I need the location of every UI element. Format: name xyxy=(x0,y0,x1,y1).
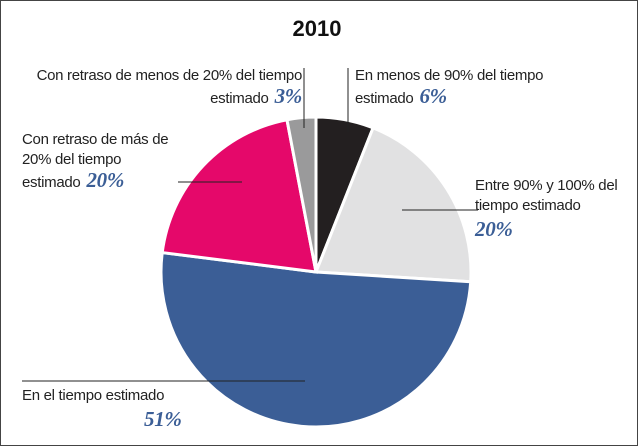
category-label: Con retraso de más de 20% del tiempo est… xyxy=(22,131,169,191)
value-label: 51% xyxy=(144,407,182,431)
category-label: En el tiempo estimado xyxy=(22,387,165,404)
slice-label: Con retraso de más de 20% del tiempo est… xyxy=(22,130,192,193)
leaders xyxy=(22,68,478,382)
value-label: 20% xyxy=(86,168,125,192)
slices xyxy=(159,115,473,429)
slice-label: En el tiempo estimado 51% xyxy=(22,386,282,432)
value-label: 20% xyxy=(475,217,513,241)
chart-title: 2010 xyxy=(293,16,342,41)
category-label: En menos de 90% del tiempo estimado xyxy=(355,67,544,107)
slice-label: Con retraso de menos de 20% del tiempo e… xyxy=(10,66,303,109)
category-label: Con retraso de menos de 20% del tiempo e… xyxy=(36,67,303,107)
slice-label: En menos de 90% del tiempo estimado 6% xyxy=(355,66,600,109)
value-label: 6% xyxy=(419,84,447,108)
category-label: Entre 90% y 100% del tiempo estimado xyxy=(475,177,618,214)
pie-slice xyxy=(285,115,318,273)
pie-slice xyxy=(160,117,318,274)
pie-slice xyxy=(159,250,473,429)
value-label: 3% xyxy=(274,84,303,108)
slice-label: Entre 90% y 100% del tiempo estimado 20% xyxy=(475,176,638,242)
pie-slice xyxy=(313,125,473,284)
